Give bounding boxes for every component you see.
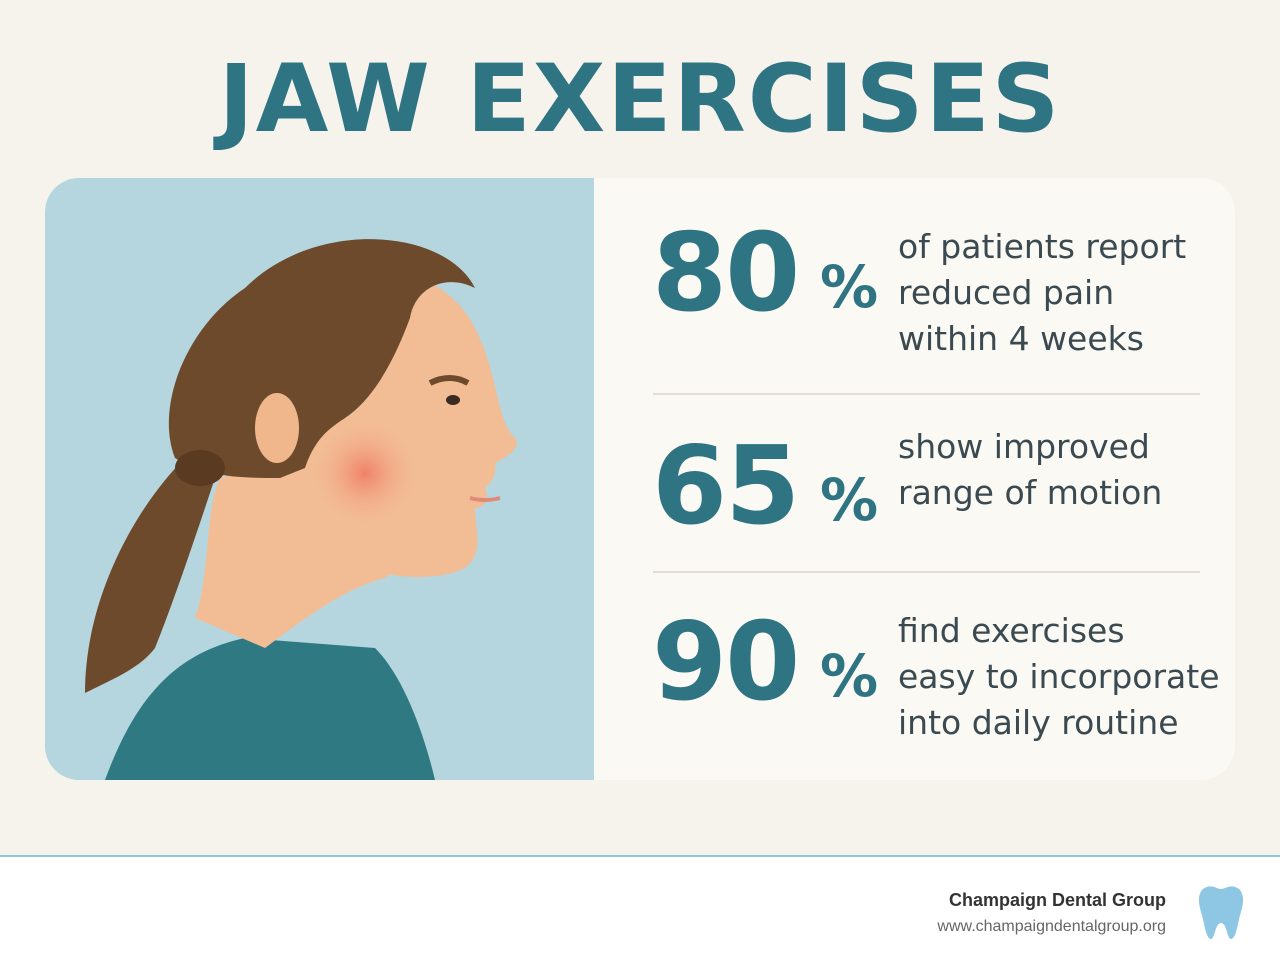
description-line: find exercises xyxy=(898,611,1125,650)
stat-figure: 65 xyxy=(652,424,800,549)
stat-figure: 80 xyxy=(652,211,800,336)
title: JAW EXERCISES xyxy=(218,45,1062,154)
company-name: Champaign Dental Group xyxy=(948,890,1166,910)
description-line: of patients report xyxy=(898,227,1187,266)
description-line: range of motion xyxy=(898,473,1163,512)
description-line: easy to incorporate xyxy=(898,657,1220,696)
description-line: within 4 weeks xyxy=(898,319,1144,358)
divider xyxy=(653,571,1200,573)
stat-unit: % xyxy=(820,642,879,710)
stat-unit: % xyxy=(820,253,879,321)
stat-description: show improved range of motion xyxy=(898,424,1162,516)
stat: 80% of patients report reduced pain within … xyxy=(652,211,1212,376)
stat-figure: 90 xyxy=(652,600,800,725)
card xyxy=(45,178,1235,780)
description-line: reduced pain xyxy=(898,273,1115,312)
divider xyxy=(653,393,1200,395)
stat-unit: % xyxy=(820,466,879,534)
illustration xyxy=(45,178,594,780)
description-line: into daily routine xyxy=(898,703,1179,742)
footer: Champaign Dental Group www.champaigndent… xyxy=(0,855,1280,964)
stat-description: of patients report reduced pain within 4 w… xyxy=(898,224,1186,362)
stat-description: find exercises easy to incorporate into da… xyxy=(898,608,1220,746)
stat: 90% find exercises easy to incorporate into… xyxy=(652,600,1220,760)
tooth-icon xyxy=(1198,886,1244,939)
description-line: show improved xyxy=(898,427,1150,466)
stat: 65% show improved range of motion xyxy=(652,424,1212,584)
company-url: www.champaigndentalgroup.org xyxy=(937,918,1166,935)
